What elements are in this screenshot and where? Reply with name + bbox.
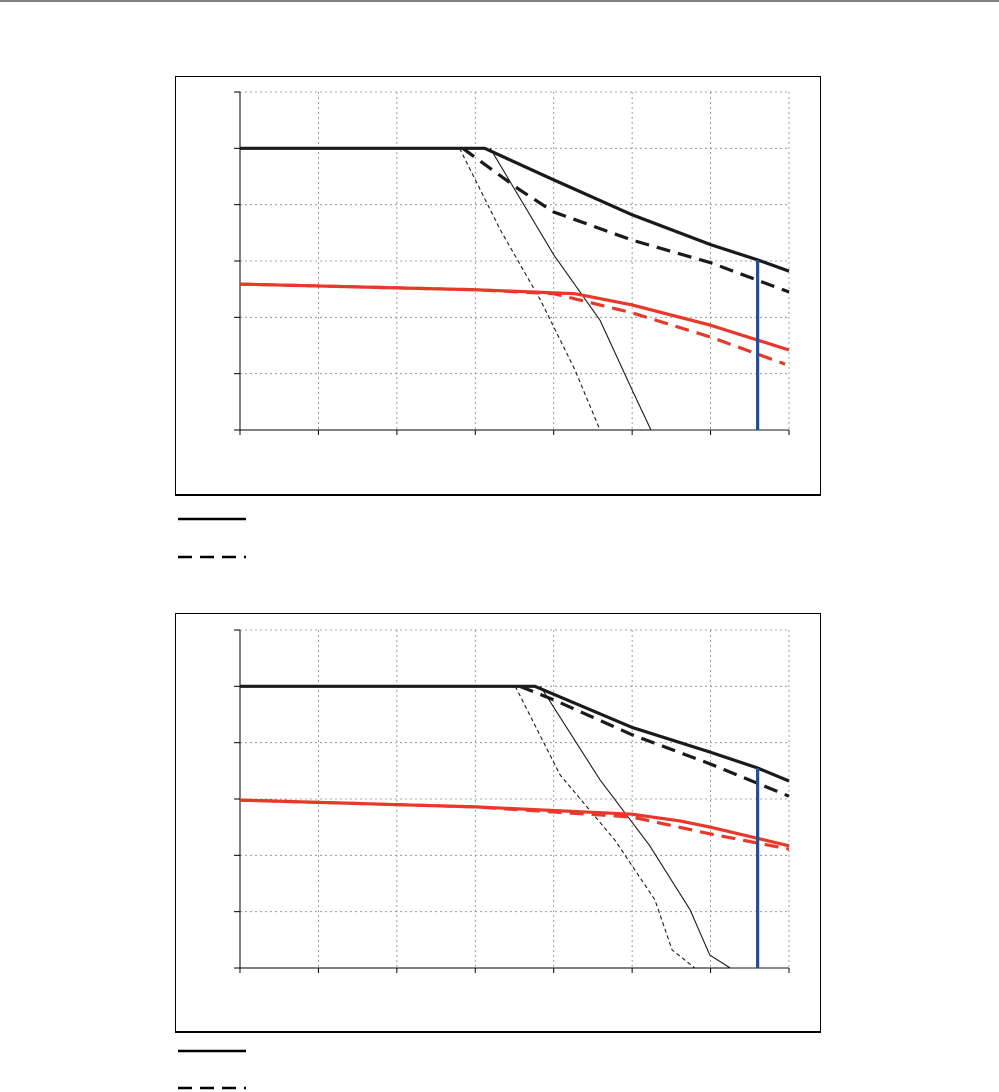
series-line xyxy=(519,684,790,798)
series-line xyxy=(240,146,790,273)
series-line xyxy=(489,148,789,431)
series-line xyxy=(539,686,789,969)
series-line xyxy=(239,798,790,851)
series-line xyxy=(239,282,790,352)
series-line xyxy=(239,282,786,366)
series-line xyxy=(514,686,696,969)
chart-frame xyxy=(175,613,821,1033)
series-line xyxy=(461,147,790,294)
series-line xyxy=(240,684,790,783)
chart-frame xyxy=(175,76,821,496)
series-line xyxy=(239,798,790,848)
series-line xyxy=(459,148,601,431)
